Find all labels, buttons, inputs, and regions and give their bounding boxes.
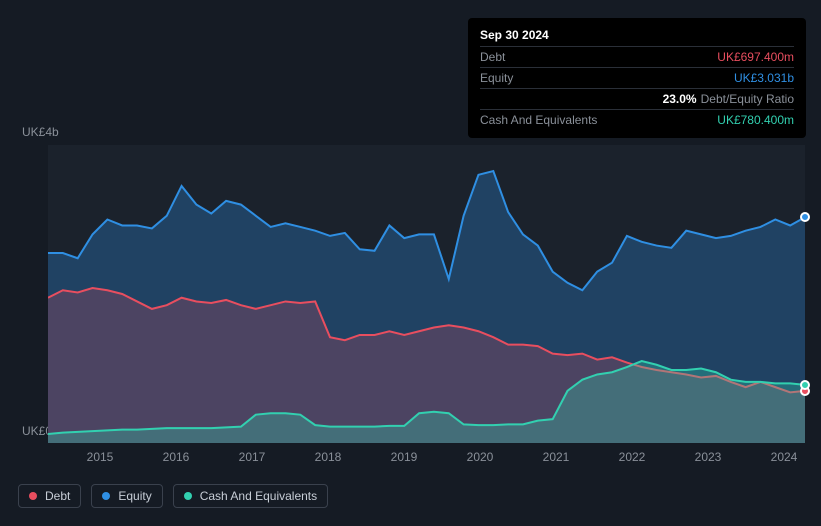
x-axis-label: 2015 xyxy=(87,450,114,464)
legend-label: Debt xyxy=(45,489,70,503)
x-axis-label: 2024 xyxy=(771,450,798,464)
x-axis-label: 2016 xyxy=(163,450,190,464)
x-axis-label: 2023 xyxy=(695,450,722,464)
legend-item-cash-and-equivalents[interactable]: Cash And Equivalents xyxy=(173,484,328,508)
x-axis-label: 2018 xyxy=(315,450,342,464)
tooltip-row-ratio: 23.0%Debt/Equity Ratio xyxy=(480,88,794,109)
chart-legend: Debt Equity Cash And Equivalents xyxy=(18,484,328,508)
x-axis-label: 2020 xyxy=(467,450,494,464)
chart-tooltip: Sep 30 2024 DebtUK£697.400mEquityUK£3.031… xyxy=(468,18,806,138)
end-marker-equity xyxy=(800,212,810,222)
legend-label: Cash And Equivalents xyxy=(200,489,317,503)
chart-plot-area xyxy=(48,145,805,443)
tooltip-row: Cash And EquivalentsUK£780.400m xyxy=(480,109,794,130)
x-axis-label: 2022 xyxy=(619,450,646,464)
legend-item-debt[interactable]: Debt xyxy=(18,484,81,508)
tooltip-date: Sep 30 2024 xyxy=(480,26,794,44)
legend-dot-icon xyxy=(184,492,192,500)
end-marker-cash-and-equivalents xyxy=(800,380,810,390)
legend-dot-icon xyxy=(29,492,37,500)
x-axis-label: 2019 xyxy=(391,450,418,464)
x-axis-label: 2021 xyxy=(543,450,570,464)
area-chart-svg xyxy=(48,145,805,443)
x-axis-label: 2017 xyxy=(239,450,266,464)
tooltip-row: DebtUK£697.400m xyxy=(480,46,794,67)
legend-item-equity[interactable]: Equity xyxy=(91,484,162,508)
legend-label: Equity xyxy=(118,489,151,503)
y-axis-label: UK£4b xyxy=(22,125,59,139)
legend-dot-icon xyxy=(102,492,110,500)
tooltip-row: EquityUK£3.031b xyxy=(480,67,794,88)
